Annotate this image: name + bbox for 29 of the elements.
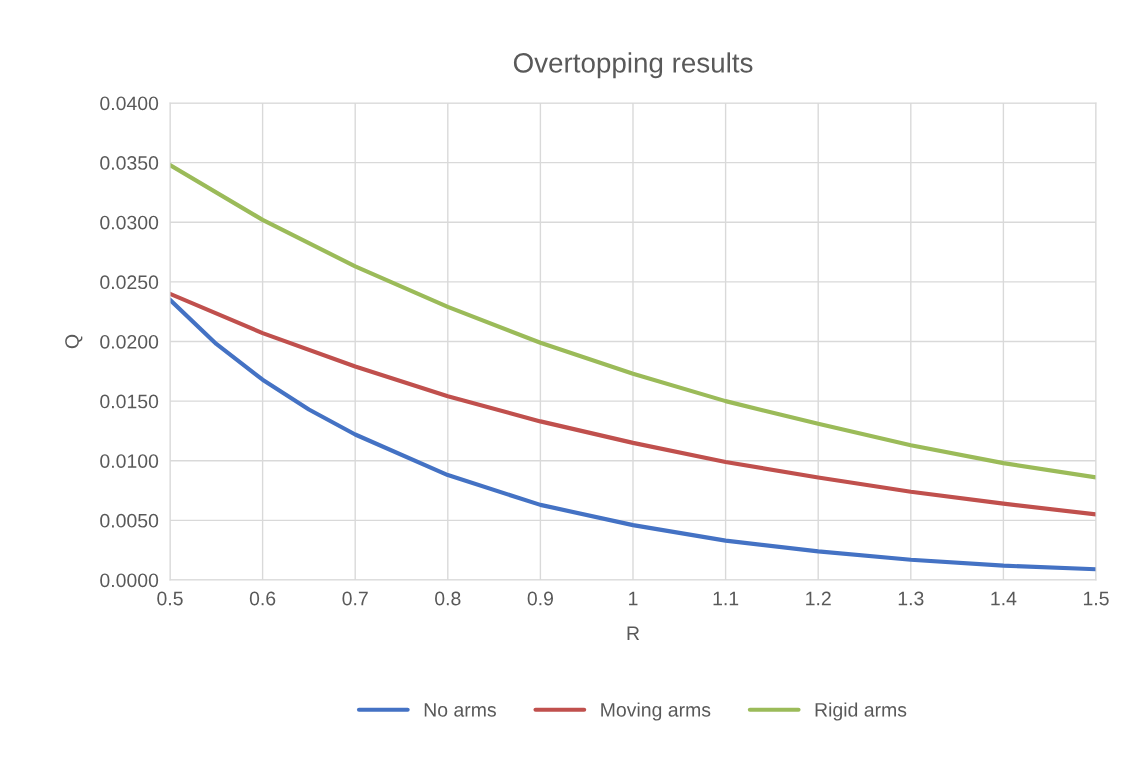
y-tick-label: 0.0200 — [100, 334, 159, 349]
y-tick-label: 0.0100 — [100, 454, 159, 468]
line-series — [170, 291, 1096, 517]
chart-title: Overtopping results — [513, 52, 753, 79]
x-tick-label: 1.4 — [991, 591, 1017, 606]
y-axis-title: Q — [65, 334, 83, 349]
x-tick-label: 0.8 — [435, 591, 461, 606]
x-tick-label: 0.7 — [342, 591, 368, 606]
y-tick-label: 0.0400 — [100, 96, 159, 111]
x-tick-label: 0.6 — [249, 591, 276, 606]
y-tick-label: 0.0350 — [100, 156, 159, 170]
x-tick-label: 0.5 — [157, 591, 183, 606]
x-tick-label: 0.9 — [527, 591, 553, 606]
x-tick-label: 1 — [629, 591, 638, 606]
legend-label: No arms — [424, 703, 496, 717]
y-tick-label: 0.0050 — [100, 513, 159, 528]
x-tick-label: 1.5 — [1083, 591, 1109, 606]
x-tick-label: 1.1 — [713, 591, 739, 606]
y-tick-label: 0.0150 — [100, 394, 159, 409]
legend-label: Moving arms — [601, 702, 711, 721]
line-series — [170, 162, 1096, 480]
legend-label: Rigid arms — [815, 702, 907, 721]
y-tick-label: 0.0300 — [100, 215, 159, 230]
line-series — [170, 297, 1096, 572]
x-tick-label: 1.2 — [806, 591, 831, 606]
x-axis-title: R — [627, 626, 640, 640]
y-tick-label: 0.0250 — [100, 275, 159, 290]
x-tick-label: 1.3 — [898, 591, 924, 606]
y-tick-label: 0.0000 — [100, 573, 159, 588]
